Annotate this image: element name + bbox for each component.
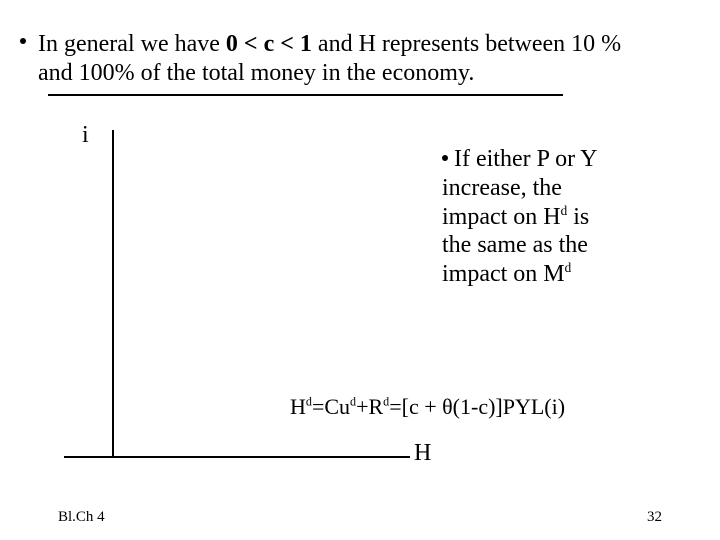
y-axis-label: i — [82, 122, 89, 149]
side-line3b: is — [567, 204, 589, 230]
x-axis-label: H — [414, 440, 431, 467]
title-underline — [48, 94, 563, 96]
eq-H: H — [290, 394, 306, 419]
side-line5a: impact on M — [442, 261, 565, 287]
bullet-dot-icon — [20, 38, 26, 44]
main-bullet: In general we have 0 < c < 1 and H repre… — [38, 30, 658, 88]
footer-page-number: 32 — [647, 509, 662, 526]
chart-x-axis — [64, 456, 410, 458]
slide: In general we have 0 < c < 1 and H repre… — [0, 0, 720, 540]
chart-y-axis — [112, 130, 114, 458]
side-line3a: impact on H — [442, 204, 561, 230]
equation: Hd=Cud+Rd=[c + θ(1-c)]PYL(i) — [290, 394, 565, 420]
side-bullet: If either P or Y increase, the impact on… — [442, 145, 662, 289]
side-line1: If either P or Y — [454, 146, 598, 172]
eq-part2: =[c + — [389, 394, 442, 419]
theta-symbol: θ — [442, 394, 453, 419]
main-bullet-prefix: In general we have — [38, 31, 226, 57]
footer-chapter: Bl.Ch 4 — [58, 509, 105, 526]
eq-plusR: +R — [356, 394, 383, 419]
side-line4: the same as the — [442, 232, 588, 258]
bullet-dot-icon — [442, 155, 448, 161]
main-bullet-bold: 0 < c < 1 — [226, 31, 312, 57]
sup-d: d — [565, 260, 572, 275]
eq-tail: (1-c)]PYL(i) — [453, 394, 565, 419]
side-line2: increase, the — [442, 175, 562, 201]
eq-part1: =Cu — [312, 394, 350, 419]
